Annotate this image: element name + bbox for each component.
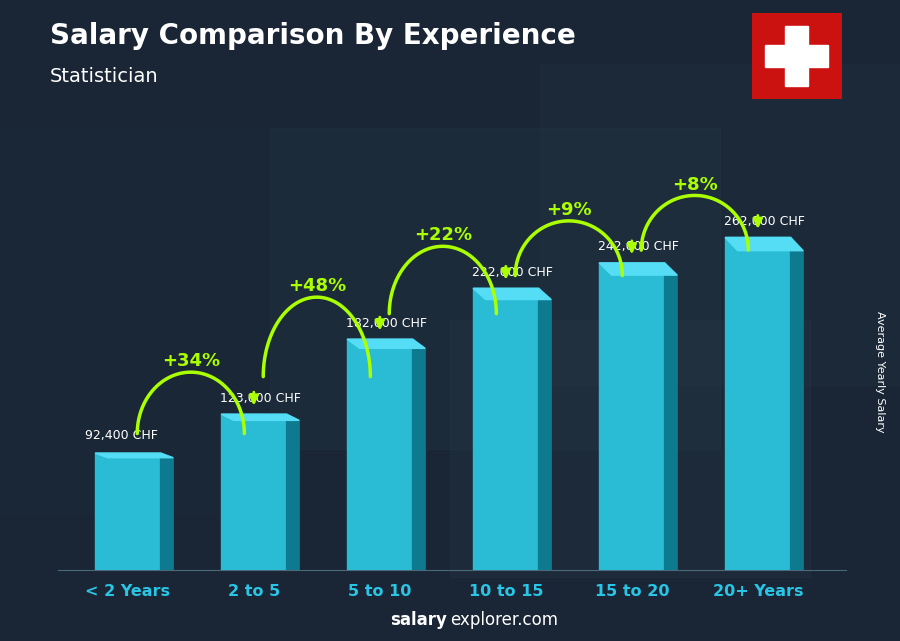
Polygon shape bbox=[221, 414, 299, 420]
Polygon shape bbox=[725, 237, 803, 251]
Polygon shape bbox=[95, 453, 173, 458]
Text: 123,000 CHF: 123,000 CHF bbox=[220, 392, 301, 404]
Text: +34%: +34% bbox=[162, 353, 220, 370]
Bar bbox=[450, 320, 810, 577]
Bar bbox=[0, 128, 270, 513]
Text: 182,000 CHF: 182,000 CHF bbox=[346, 317, 427, 329]
Bar bbox=[765, 46, 828, 67]
Text: +8%: +8% bbox=[672, 176, 717, 194]
Polygon shape bbox=[664, 263, 677, 570]
Text: 222,000 CHF: 222,000 CHF bbox=[472, 266, 553, 279]
Text: 242,000 CHF: 242,000 CHF bbox=[598, 240, 679, 253]
Bar bbox=[599, 263, 664, 570]
Bar bbox=[95, 453, 160, 570]
Text: 92,400 CHF: 92,400 CHF bbox=[86, 429, 158, 442]
Polygon shape bbox=[160, 453, 173, 570]
Text: explorer.com: explorer.com bbox=[450, 612, 558, 629]
Text: Statistician: Statistician bbox=[50, 67, 158, 87]
Bar bbox=[725, 237, 790, 570]
Polygon shape bbox=[347, 339, 425, 348]
Polygon shape bbox=[473, 288, 551, 299]
Polygon shape bbox=[412, 339, 425, 570]
Polygon shape bbox=[599, 263, 677, 275]
Bar bbox=[221, 414, 286, 570]
Text: Salary Comparison By Experience: Salary Comparison By Experience bbox=[50, 22, 575, 51]
Polygon shape bbox=[286, 414, 299, 570]
Text: Average Yearly Salary: Average Yearly Salary bbox=[875, 311, 886, 433]
Bar bbox=[347, 339, 412, 570]
Text: +22%: +22% bbox=[414, 226, 472, 244]
Bar bbox=[473, 288, 538, 570]
Text: 262,000 CHF: 262,000 CHF bbox=[724, 215, 805, 228]
Text: salary: salary bbox=[391, 612, 447, 629]
Bar bbox=[540, 64, 900, 385]
Text: +48%: +48% bbox=[288, 278, 346, 296]
Polygon shape bbox=[538, 288, 551, 570]
Bar bbox=[785, 26, 808, 87]
Text: +9%: +9% bbox=[546, 201, 591, 219]
Bar bbox=[270, 128, 720, 449]
Polygon shape bbox=[790, 237, 803, 570]
